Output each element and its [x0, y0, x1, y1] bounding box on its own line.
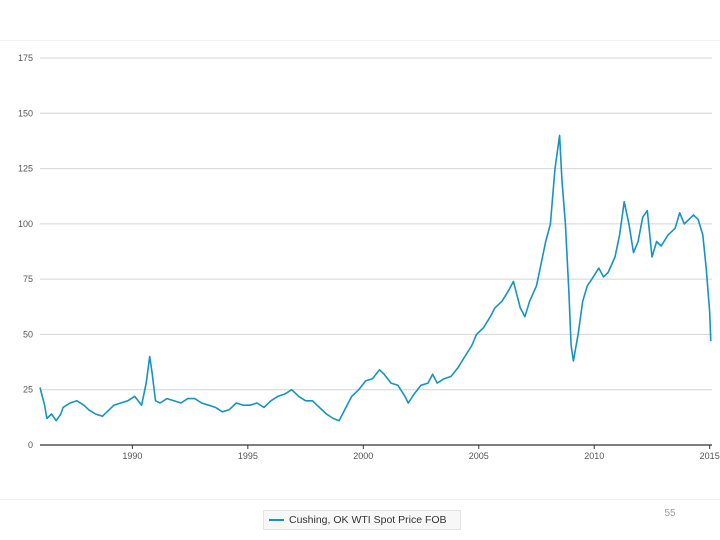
y-tick-label-50: 50	[23, 329, 33, 339]
y-tick-label-75: 75	[23, 274, 33, 284]
x-tick-label-2000: 2000	[353, 451, 373, 461]
y-tick-label-25: 25	[23, 385, 33, 395]
x-tick-label-2015: 2015	[700, 451, 720, 461]
series-line-0	[39, 134, 712, 422]
page-number: 55	[664, 508, 676, 519]
y-tick-label-100: 100	[18, 219, 33, 229]
grid	[40, 57, 712, 391]
y-tick-label-125: 125	[18, 164, 33, 174]
line-chart: 0 25 50 75 100 125 150 175 1990 1995 2000 2005 2010…	[18, 53, 720, 461]
y-tick-label-150: 150	[18, 108, 33, 118]
chart-panel: 0 25 50 75 100 125 150 175 1990 1995 2000 2005 2010…	[0, 40, 720, 530]
legend[interactable]: Cushing, OK WTI Spot Price FOB	[263, 510, 461, 530]
series-layer	[39, 134, 712, 422]
x-tick-label-1995: 1995	[238, 451, 258, 461]
x-tick-label-1990: 1990	[122, 451, 142, 461]
y-tick-label-0: 0	[28, 440, 33, 450]
y-axis-ticks: 0 25 50 75 100 125 150 175	[18, 53, 33, 450]
legend-label: Cushing, OK WTI Spot Price FOB	[289, 514, 447, 526]
y-tick-label-175: 175	[18, 53, 33, 63]
x-tick-label-2010: 2010	[584, 451, 604, 461]
x-axis-ticks: 1990 1995 2000 2005 2010 2015	[122, 445, 720, 461]
x-tick-label-2005: 2005	[469, 451, 489, 461]
legend-swatch	[269, 519, 284, 521]
